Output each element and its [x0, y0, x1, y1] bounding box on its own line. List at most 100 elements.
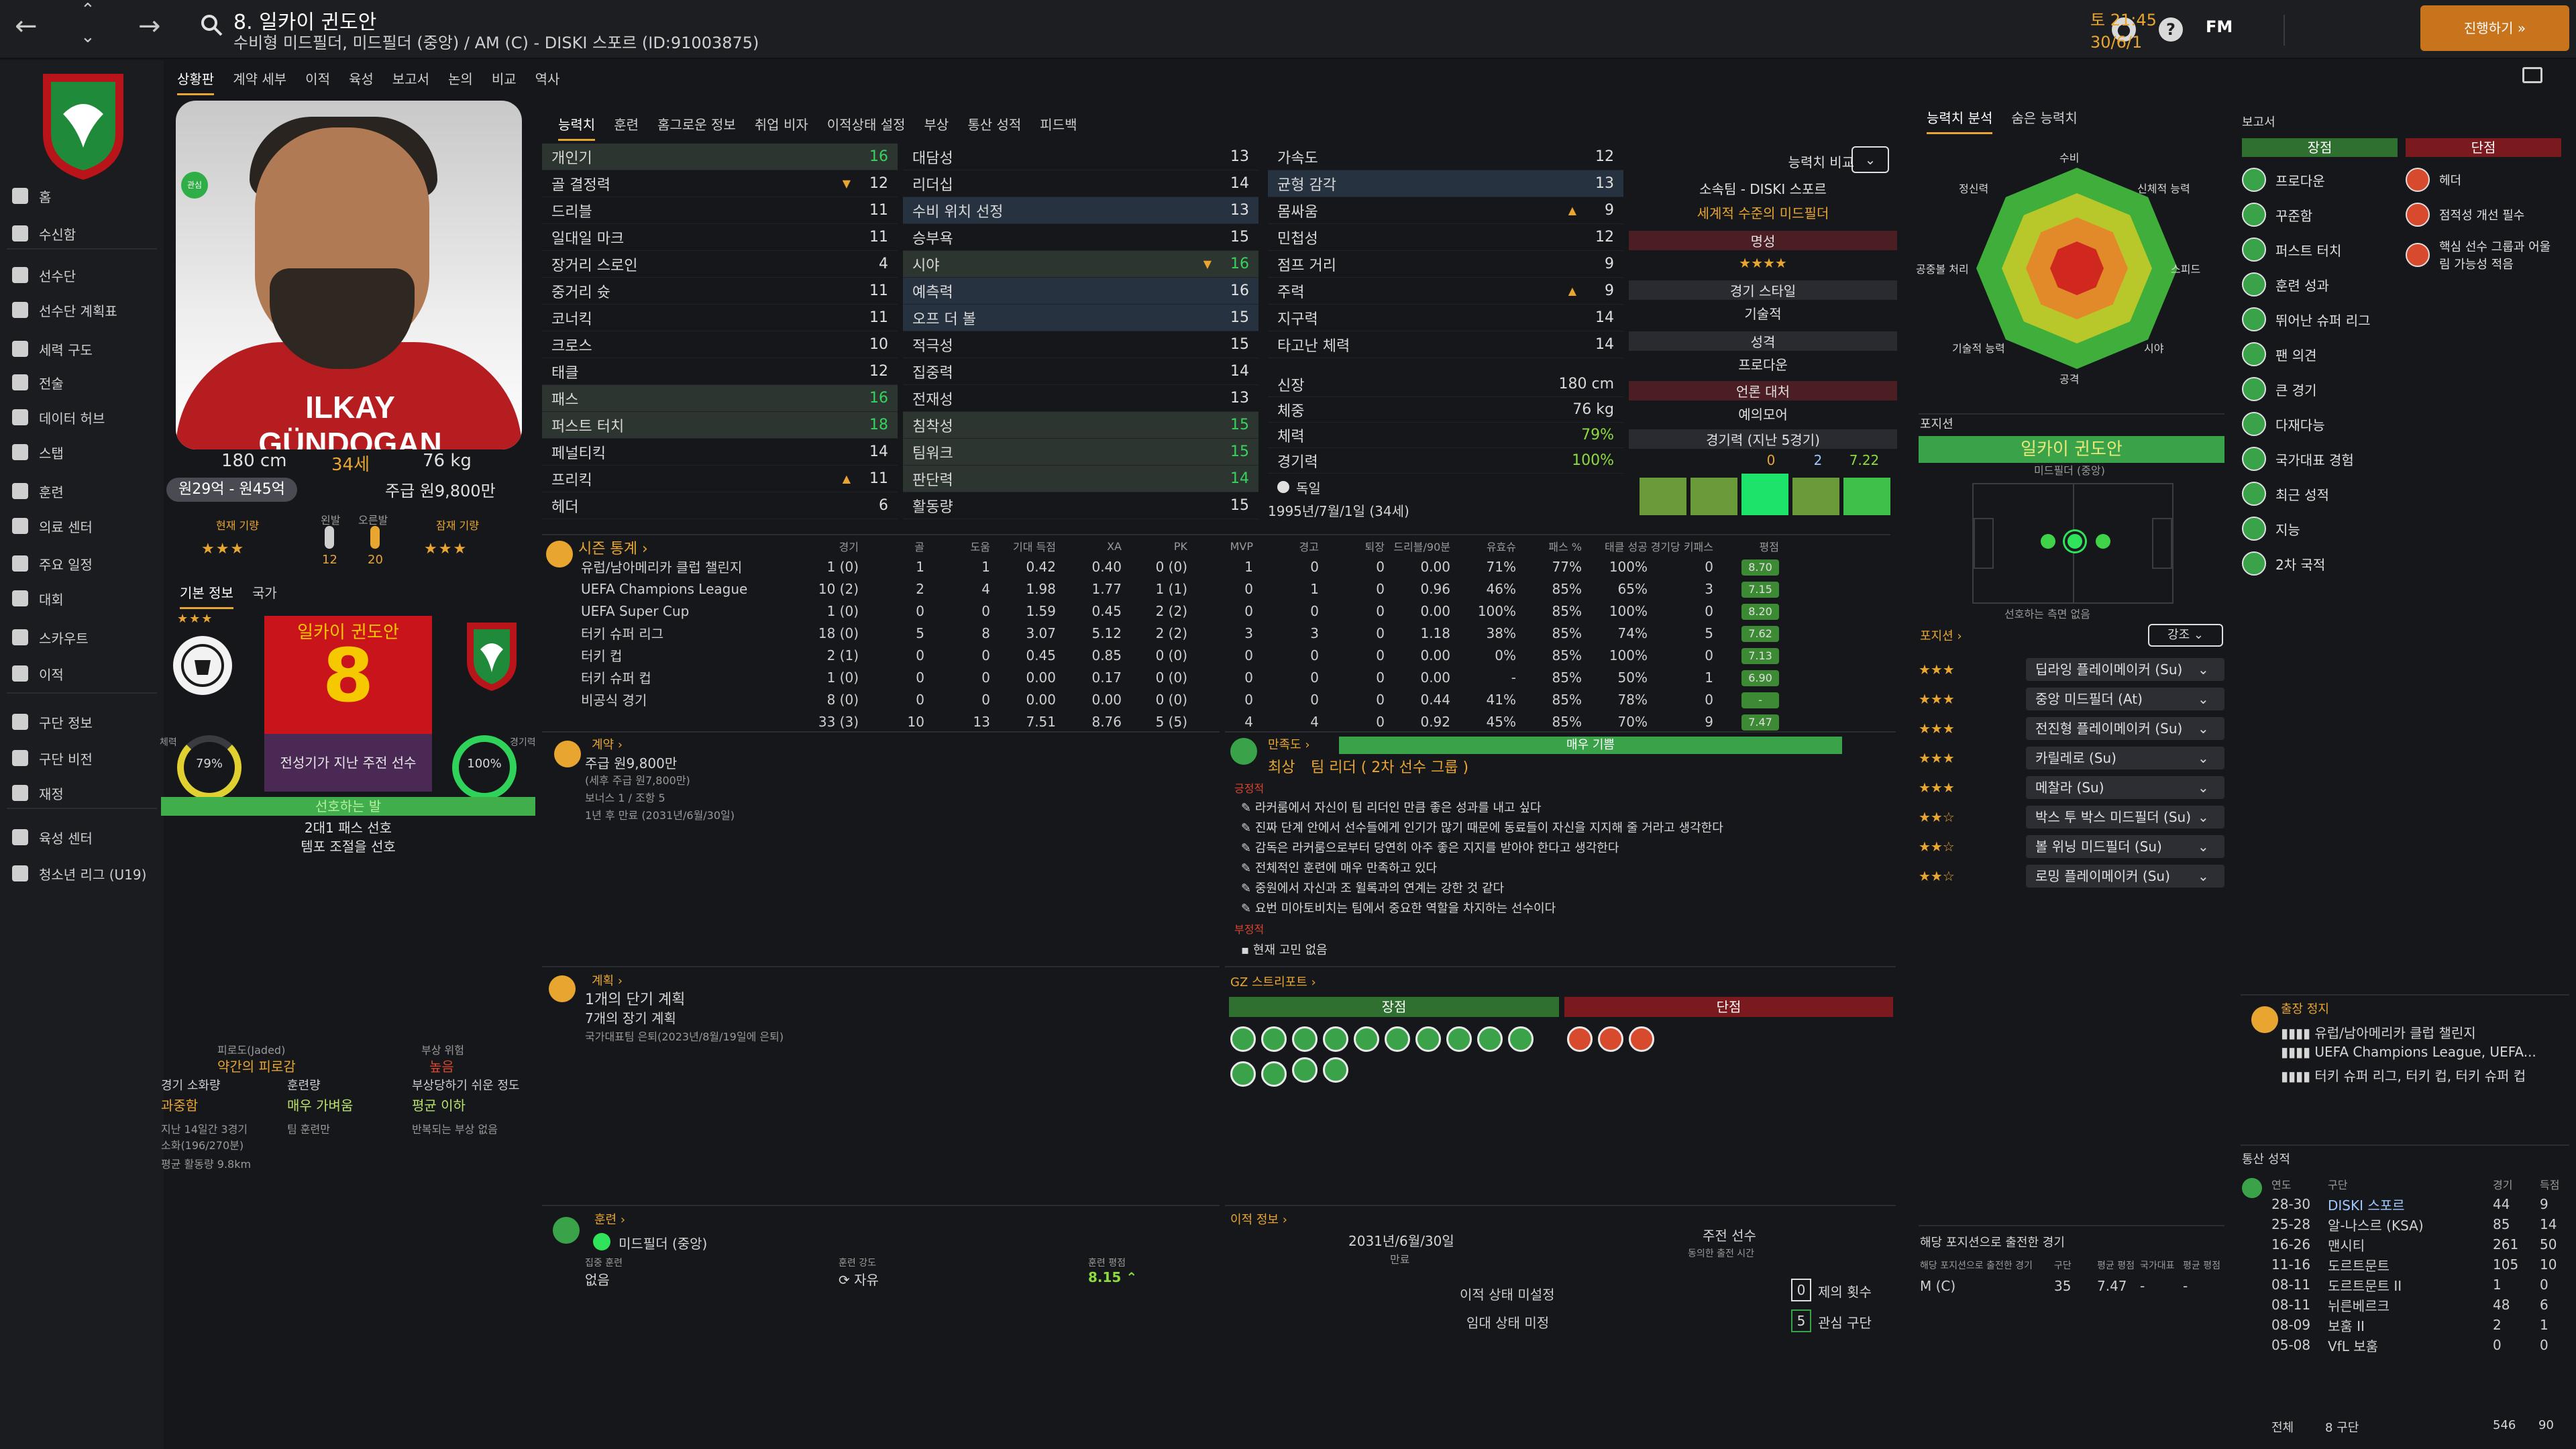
chevron-down-icon[interactable]: ⌄: [2198, 720, 2209, 737]
scout-strength-icon[interactable]: [1385, 1026, 1410, 1052]
role-row[interactable]: ★★☆ 볼 위닝 미드필더 (Su) ⌄: [1919, 833, 2224, 860]
scout-strength-icon[interactable]: [1477, 1026, 1503, 1052]
role-name[interactable]: 로밍 플레이메이커 (Su): [2026, 865, 2224, 888]
scout-strength-icon[interactable]: [1230, 1026, 1256, 1052]
layout-icon[interactable]: [2522, 67, 2542, 83]
tab-attrtabs-1[interactable]: 훈련: [614, 117, 639, 133]
role-row[interactable]: ★★☆ 로밍 플레이메이커 (Su) ⌄: [1919, 863, 2224, 890]
scout-weakness-icon[interactable]: [1629, 1026, 1654, 1052]
tab-analysistabs-1[interactable]: 숨은 능력치: [2011, 110, 2078, 126]
chevron-down-icon[interactable]: ⌄: [2198, 868, 2209, 884]
compare-dropdown[interactable]: ⌄: [1851, 146, 1889, 173]
season-row[interactable]: UEFA Super Cup 1 (0) 0 0 1.59 0.45 2 (2) 0 0 0 0.0…: [578, 600, 1886, 622]
tab-toptabs-7[interactable]: 역사: [535, 71, 560, 87]
report-strength-item[interactable]: 프로다운: [2242, 168, 2325, 192]
tab-attrtabs-4[interactable]: 이적상태 설정: [826, 117, 906, 133]
tab-toptabs-2[interactable]: 이적: [305, 71, 330, 87]
role-row[interactable]: ★★★ 전진형 플레이메이커 (Su) ⌄: [1919, 715, 2224, 742]
role-name[interactable]: 카릴레로 (Su): [2026, 747, 2224, 769]
report-strength-item[interactable]: 팬 의견: [2242, 342, 2317, 366]
scout-strength-icon[interactable]: [1292, 1026, 1318, 1052]
chevron-up-icon[interactable]: ⌃: [80, 0, 95, 20]
season-row[interactable]: 유럽/남아메리카 클럽 챌린지 1 (0) 1 1 0.42 0.40 0 (0) 1 0 0 0.…: [578, 555, 1886, 578]
tab-toptabs-0[interactable]: 상황판: [177, 68, 215, 95]
tab-toptabs-3[interactable]: 육성: [348, 71, 374, 87]
season-stats-title[interactable]: 시즌 통계 ›: [578, 541, 648, 557]
role-sort-dropdown[interactable]: 강조 ⌄: [2148, 624, 2223, 647]
transfer-title[interactable]: 이적 정보 ›: [1230, 1213, 1287, 1227]
scout-strength-icon[interactable]: [1261, 1026, 1287, 1052]
tab-attrtabs-5[interactable]: 부상: [924, 117, 949, 133]
offers-count[interactable]: 0: [1791, 1279, 1811, 1301]
sidebar-item[interactable]: 대회: [12, 584, 64, 613]
scout-strength-icon[interactable]: [1261, 1061, 1287, 1087]
forward-arrow-icon[interactable]: →: [138, 11, 161, 42]
scout-report-title[interactable]: GZ 스트리포트 ›: [1230, 975, 1316, 989]
search-icon[interactable]: [200, 13, 223, 36]
season-row[interactable]: 33 (3) 10 13 7.51 8.76 5 (5) 4 4 0 0.92 45% 85% 70% 9…: [578, 710, 1886, 733]
scout-strength-icon[interactable]: [1446, 1026, 1472, 1052]
sidebar-item[interactable]: 주요 일정: [12, 549, 93, 578]
career-row[interactable]: 05-08 VfL 보훔 0 0: [2271, 1335, 2576, 1355]
role-name[interactable]: 딥라잉 플레이메이커 (Su): [2026, 658, 2224, 681]
role-name[interactable]: 볼 위닝 미드필더 (Su): [2026, 835, 2224, 858]
value-pill[interactable]: 원29억 - 원45억: [166, 478, 297, 502]
scout-weakness-icon[interactable]: [1598, 1026, 1623, 1052]
sidebar-item[interactable]: 의료 센터: [12, 511, 93, 541]
role-name[interactable]: 메찰라 (Su): [2026, 776, 2224, 799]
sidebar-item[interactable]: 세력 구도: [12, 334, 93, 364]
continue-button[interactable]: 진행하기 »: [2420, 5, 2569, 51]
role-row[interactable]: ★★★ 카릴레로 (Su) ⌄: [1919, 745, 2224, 771]
sidebar-item[interactable]: 데이터 허브: [12, 402, 105, 432]
scout-strength-icon[interactable]: [1354, 1026, 1379, 1052]
report-strength-item[interactable]: 꾸준함: [2242, 203, 2312, 227]
scout-strength-icon[interactable]: [1230, 1061, 1256, 1087]
career-row[interactable]: 08-09 보훔 II 2 1: [2271, 1315, 2576, 1335]
role-row[interactable]: ★★★ 딥라잉 플레이메이커 (Su) ⌄: [1919, 656, 2224, 683]
tab-analysistabs-0[interactable]: 능력치 분석: [1927, 107, 1993, 134]
sidebar-item[interactable]: 스카우트: [12, 623, 89, 652]
back-arrow-icon[interactable]: ←: [15, 11, 38, 42]
chevron-down-icon[interactable]: ⌄: [2198, 691, 2209, 707]
fm-menu-button[interactable]: FM: [2206, 17, 2233, 36]
report-weakness-item[interactable]: 점적성 개선 필수: [2406, 203, 2560, 227]
career-row[interactable]: 11-16 도르트문트 105 10: [2271, 1254, 2576, 1275]
scout-strength-icon[interactable]: [1323, 1026, 1348, 1052]
career-row[interactable]: 28-30 DISKI 스포르 44 9: [2271, 1194, 2576, 1214]
role-row[interactable]: ★★☆ 박스 투 박스 미드필더 (Su) ⌄: [1919, 804, 2224, 830]
report-strength-item[interactable]: 퍼스트 터치: [2242, 237, 2341, 262]
career-row[interactable]: 16-26 맨시티 261 50: [2271, 1234, 2576, 1254]
report-weakness-item[interactable]: 헤더: [2406, 168, 2560, 192]
report-strength-item[interactable]: 큰 경기: [2242, 377, 2317, 401]
sidebar-item[interactable]: 구단 비전: [12, 743, 93, 773]
role-row[interactable]: ★★★ 중앙 미드필더 (At) ⌄: [1919, 686, 2224, 712]
report-strength-item[interactable]: 다재다능: [2242, 412, 2325, 436]
tab-toptabs-5[interactable]: 논의: [448, 71, 473, 87]
tab-attrtabs-7[interactable]: 피드백: [1040, 117, 1077, 133]
sidebar-item[interactable]: 선수단 계획표: [12, 295, 117, 325]
tab-infotabs-1[interactable]: 국가: [252, 585, 277, 601]
scout-strength-icon[interactable]: [1292, 1057, 1318, 1083]
report-strength-item[interactable]: 훈련 성과: [2242, 272, 2329, 297]
role-name[interactable]: 박스 투 박스 미드필더 (Su): [2026, 806, 2224, 828]
contract-title[interactable]: 계약 ›: [592, 738, 623, 752]
tab-attrtabs-3[interactable]: 취업 비자: [754, 117, 808, 133]
sidebar-item[interactable]: 전술: [12, 368, 64, 397]
season-row[interactable]: 비공식 경기 8 (0) 0 0 0.00 0.00 0 (0) 0 0 0 0.44 41% 85% 7…: [578, 688, 1886, 710]
season-row[interactable]: UEFA Champions League 10 (2) 2 4 1.98 1.77 1 (…: [578, 578, 1886, 600]
role-name[interactable]: 중앙 미드필더 (At): [2026, 688, 2224, 710]
tab-toptabs-6[interactable]: 비교: [491, 71, 517, 87]
chevron-down-icon[interactable]: ⌄: [2198, 809, 2209, 825]
sidebar-item[interactable]: 이적: [12, 659, 64, 688]
report-strength-item[interactable]: 국가대표 경험: [2242, 447, 2354, 471]
tab-attrtabs-6[interactable]: 통산 성적: [967, 117, 1022, 133]
roles-title[interactable]: 포지션 ›: [1920, 629, 1962, 643]
sidebar-item[interactable]: 청소년 리그 (U19): [12, 859, 146, 888]
tab-toptabs-4[interactable]: 보고서: [392, 71, 429, 87]
plans-title[interactable]: 계획 ›: [592, 974, 623, 988]
career-row[interactable]: 25-28 알-나스르 (KSA) 85 14: [2271, 1214, 2576, 1234]
training-title[interactable]: 훈련 ›: [594, 1213, 626, 1227]
people-icon[interactable]: ●: [2112, 17, 2136, 42]
report-strength-item[interactable]: 지능: [2242, 517, 2300, 541]
game-date[interactable]: 토 21:45 30/6/1: [2090, 7, 2157, 52]
